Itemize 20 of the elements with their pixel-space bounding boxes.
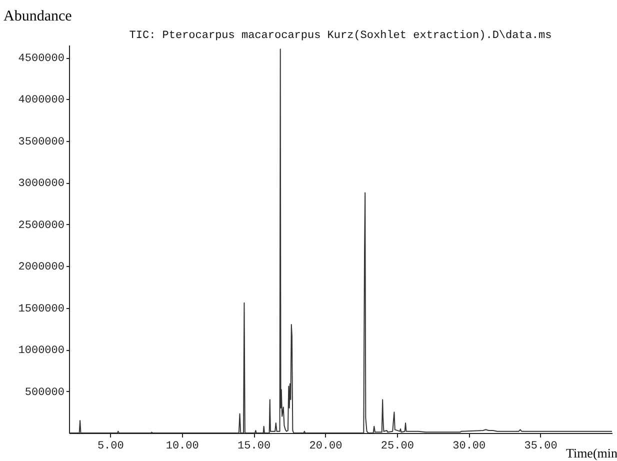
y-tick-label: 2500000	[18, 220, 64, 232]
x-tick-label: 25.00	[380, 440, 414, 452]
x-axis-title: Time(min	[566, 446, 617, 460]
chart-title: TIC: Pterocarpus macarocarpus Kurz(Soxhlet extraction).D\data.ms	[129, 30, 552, 42]
x-tick-label: 20.00	[309, 440, 342, 452]
x-tick-label: 5.00	[97, 440, 124, 452]
y-tick-label: 1500000	[18, 303, 64, 316]
y-tick-label: 4000000	[18, 94, 64, 107]
y-tick-label: 500000	[24, 386, 64, 399]
y-tick-label: 2000000	[18, 262, 64, 274]
line-series	[69, 48, 612, 433]
y-axis-title: Abundance	[4, 8, 72, 24]
x-tick-label: 35.00	[524, 440, 558, 452]
x-tick-label: 10.00	[166, 440, 199, 452]
y-tick-label: 1000000	[18, 345, 64, 358]
y-tick-label: 4500000	[18, 53, 64, 66]
x-tick-label: 15.00	[238, 440, 271, 452]
y-tick-label: 3500000	[18, 136, 64, 148]
x-tick-label: 30.00	[452, 440, 486, 452]
y-tick-label: 3000000	[18, 178, 64, 190]
